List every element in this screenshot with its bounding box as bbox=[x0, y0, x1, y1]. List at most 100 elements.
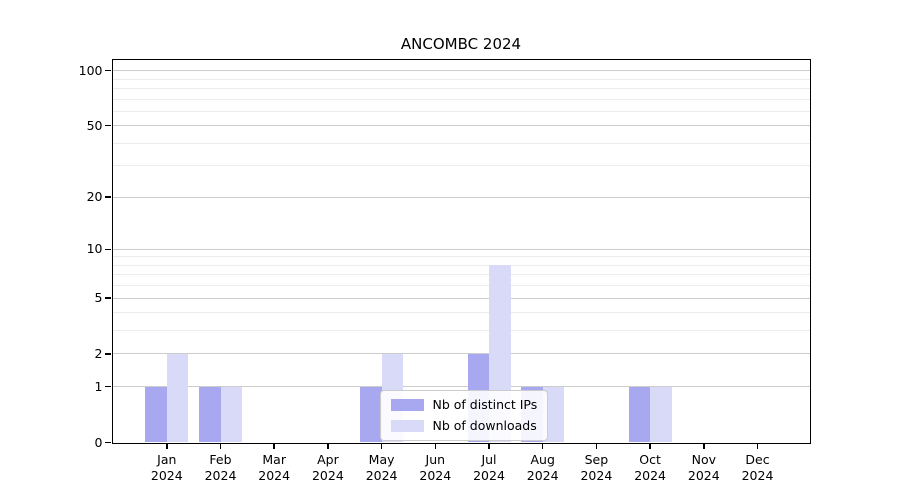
y-tick-label: 10 bbox=[86, 241, 103, 257]
x-tick-label: Apr 2024 bbox=[295, 452, 361, 484]
x-tick-mark bbox=[595, 444, 598, 449]
plot-area: Nb of distinct IPs Nb of downloads 0 1 2 5 10… bbox=[79, 58, 811, 483]
x-tick-label-line: Mar bbox=[262, 451, 286, 467]
x-tick-mark bbox=[219, 444, 222, 449]
minor-gridline bbox=[112, 256, 810, 258]
y-tick-mark bbox=[104, 69, 111, 72]
y-tick-mark bbox=[104, 353, 111, 355]
y-tick-label: 1 bbox=[94, 378, 103, 394]
x-tick-label-line: 2024 bbox=[741, 467, 774, 483]
bar-nb-of-distinct-ips bbox=[145, 386, 167, 443]
minor-gridline bbox=[112, 98, 810, 100]
x-tick-label-line: 2024 bbox=[687, 467, 720, 483]
minor-gridline bbox=[112, 274, 810, 276]
bar-nb-of-distinct-ips bbox=[199, 386, 221, 443]
x-tick-mark bbox=[434, 444, 437, 449]
y-tick-mark bbox=[104, 124, 111, 127]
y-tick-mark bbox=[104, 385, 111, 388]
x-tick-label-line: 2024 bbox=[634, 467, 666, 483]
legend-label: Nb of downloads bbox=[432, 417, 537, 433]
x-tick-mark bbox=[380, 444, 383, 449]
y-tick-label: 50 bbox=[86, 117, 103, 133]
x-tick-label-line: 2024 bbox=[258, 467, 291, 483]
x-tick-mark bbox=[166, 444, 168, 449]
major-gridline bbox=[112, 248, 810, 250]
chart-title: ANCOMBC 2024 bbox=[400, 35, 522, 53]
x-tick-label: Feb 2024 bbox=[188, 452, 254, 484]
x-tick-label-line: 2024 bbox=[365, 467, 398, 483]
x-tick-label-line: 2024 bbox=[473, 467, 505, 483]
legend-item: Nb of distinct IPs bbox=[390, 396, 538, 412]
y-tick-label: 2 bbox=[94, 345, 103, 361]
x-tick-label: Dec 2024 bbox=[725, 452, 791, 484]
x-tick-label-line: 2024 bbox=[419, 467, 452, 483]
x-tick-label: Oct 2024 bbox=[617, 452, 683, 484]
major-gridline bbox=[112, 353, 810, 355]
x-tick-mark bbox=[541, 444, 544, 449]
x-tick-label-line: Aug bbox=[530, 451, 555, 467]
x-tick-label: Jun 2024 bbox=[402, 452, 468, 484]
y-tick-mark bbox=[104, 441, 111, 444]
x-tick-label-line: 2024 bbox=[204, 467, 237, 483]
x-tick-label-line: May bbox=[368, 451, 395, 467]
x-tick-label-line: Jul bbox=[481, 451, 497, 467]
minor-gridline bbox=[112, 110, 810, 112]
x-tick-mark bbox=[649, 444, 651, 449]
minor-gridline bbox=[112, 142, 810, 144]
x-tick-label-line: 2024 bbox=[526, 467, 559, 483]
x-tick-label-line: Feb bbox=[209, 451, 232, 467]
y-tick-label: 5 bbox=[94, 290, 103, 306]
x-tick-label-line: Dec bbox=[745, 451, 770, 467]
bar-nb-of-downloads bbox=[166, 353, 189, 443]
major-gridline bbox=[112, 386, 810, 388]
x-tick-label: Jan 2024 bbox=[134, 452, 200, 484]
minor-gridline bbox=[112, 264, 810, 266]
x-tick-label: Sep 2024 bbox=[563, 452, 629, 484]
x-tick-mark bbox=[327, 444, 329, 449]
y-tick-label: 100 bbox=[78, 62, 103, 78]
x-tick-mark bbox=[703, 444, 705, 449]
major-gridline bbox=[112, 196, 810, 198]
y-tick-label: 0 bbox=[94, 434, 103, 450]
y-tick-mark bbox=[104, 196, 111, 198]
minor-gridline bbox=[112, 87, 810, 89]
minor-gridline bbox=[112, 165, 810, 167]
minor-gridline bbox=[112, 285, 810, 287]
major-gridline bbox=[112, 70, 810, 72]
bar-nb-of-downloads bbox=[542, 386, 565, 443]
y-tick-mark bbox=[104, 297, 111, 299]
legend: Nb of distinct IPs Nb of downloads bbox=[379, 389, 549, 441]
x-tick-label-line: Jun bbox=[425, 451, 446, 467]
minor-gridline bbox=[112, 330, 810, 332]
x-tick-mark bbox=[756, 444, 759, 449]
bar-nb-of-distinct-ips bbox=[360, 386, 382, 443]
legend-swatch-icon bbox=[390, 398, 424, 411]
bar-nb-of-downloads bbox=[220, 386, 242, 443]
y-tick-mark bbox=[104, 248, 111, 251]
minor-gridline bbox=[112, 78, 810, 80]
major-gridline bbox=[112, 125, 810, 127]
x-tick-label-line: Jan bbox=[157, 451, 177, 467]
bar-nb-of-distinct-ips bbox=[628, 386, 651, 443]
x-tick-label-line: Oct bbox=[639, 451, 661, 467]
bar-nb-of-downloads bbox=[650, 386, 672, 443]
legend-item: Nb of downloads bbox=[390, 417, 538, 433]
x-tick-label: May 2024 bbox=[349, 452, 415, 484]
y-tick-label: 20 bbox=[86, 189, 103, 205]
legend-swatch-icon bbox=[390, 419, 424, 432]
x-tick-mark bbox=[488, 444, 490, 449]
legend-label: Nb of distinct IPs bbox=[432, 396, 538, 412]
x-tick-label: Jul 2024 bbox=[456, 452, 522, 484]
x-tick-label-line: Apr bbox=[317, 451, 339, 467]
x-tick-label: Aug 2024 bbox=[510, 452, 576, 484]
x-tick-label-line: 2024 bbox=[311, 467, 344, 483]
x-tick-mark bbox=[273, 444, 275, 449]
x-tick-label-line: Sep bbox=[584, 451, 609, 467]
minor-gridline bbox=[112, 312, 810, 314]
x-tick-label: Mar 2024 bbox=[241, 452, 307, 484]
x-tick-label-line: 2024 bbox=[150, 467, 183, 483]
x-tick-label-line: Nov bbox=[691, 451, 716, 467]
x-tick-label: Nov 2024 bbox=[671, 452, 737, 484]
x-tick-label-line: 2024 bbox=[580, 467, 613, 483]
